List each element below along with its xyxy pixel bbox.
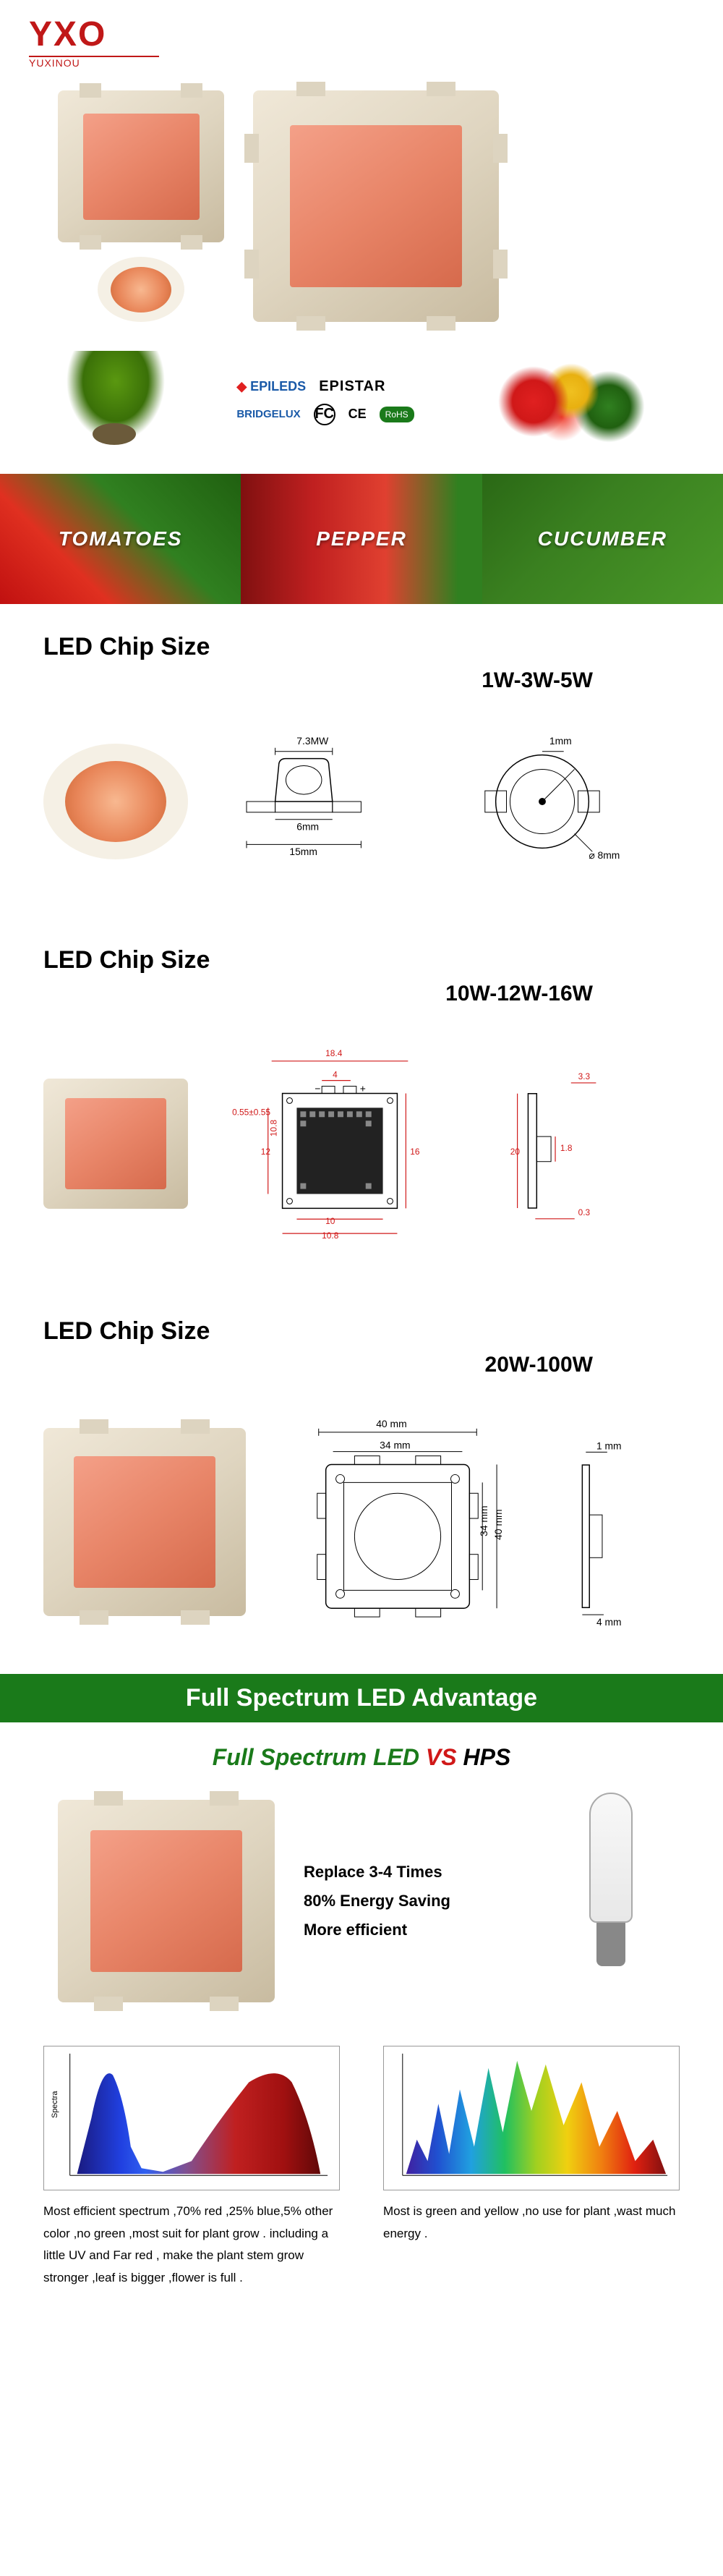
svg-text:18.4: 18.4 <box>325 1048 343 1058</box>
spectrum-hps-caption: Most is green and yellow ,no use for pla… <box>383 2201 680 2245</box>
section-subtitle-2: 10W-12W-16W <box>43 982 680 1006</box>
hps-bulb-image <box>557 1793 665 2010</box>
logo-subtitle: YUXINOU <box>29 57 694 69</box>
chip-diagram-2-front: 18.4 4 0.55±0.55 − + <box>224 1042 455 1245</box>
spectrum-row: Spectra Most efficient spe <box>0 2031 723 2303</box>
chip-diagram-1-top: 1mm ⌀ 8mm <box>448 729 636 874</box>
banner-cucumber: CUCUMBER <box>482 474 723 604</box>
spectrum-hps-column: Most is green and yellow ,no use for pla… <box>383 2046 680 2289</box>
compare-point-3: More efficient <box>304 1921 528 1939</box>
svg-text:1.8: 1.8 <box>560 1143 573 1153</box>
chip-diagram-3-side: 1 mm 4 mm <box>549 1414 651 1631</box>
compare-title: Full Spectrum LED VS HPS <box>0 1722 723 1785</box>
svg-text:3.3: 3.3 <box>578 1071 591 1081</box>
compare-point-1: Replace 3-4 Times <box>304 1863 528 1882</box>
chip-diagram-2-side: 3.3 20 1.8 0.3 <box>492 1042 622 1245</box>
compare-points: Replace 3-4 Times 80% Energy Saving More… <box>304 1853 528 1950</box>
plant-cert-row: ◆ EPILEDS EPISTAR BRIDGELUX FC CE RoHS <box>0 344 723 474</box>
spectrum-led-column: Spectra Most efficient spe <box>43 2046 340 2289</box>
chip-size-section-1: LED Chip Size 1W-3W-5W 7.3MW 6mm 15mm <box>0 604 723 917</box>
chip-row-2: 18.4 4 0.55±0.55 − + <box>43 1028 680 1259</box>
compare-vs-label: VS <box>426 1744 457 1770</box>
chip-medium-image <box>58 90 224 242</box>
chip-size-section-3: LED Chip Size 20W-100W 40 mm 34 mm <box>0 1288 723 1674</box>
cert-epileds: EPILEDS <box>250 379 306 394</box>
logo-main: YXO <box>29 14 694 54</box>
chip-row-1: 7.3MW 6mm 15mm 1mm <box>43 715 680 888</box>
cert-row-1: ◆ EPILEDS EPISTAR <box>236 378 414 395</box>
brand-logo: YXO YUXINOU <box>0 0 723 76</box>
svg-text:+: + <box>360 1083 366 1094</box>
ce-icon: CE <box>348 407 367 422</box>
compare-chip-image <box>58 1800 275 2002</box>
svg-text:1 mm: 1 mm <box>596 1440 621 1451</box>
svg-text:0.3: 0.3 <box>578 1207 591 1217</box>
chip-large-image <box>253 90 499 322</box>
fc-icon: FC <box>314 404 335 425</box>
hero-section <box>0 76 723 344</box>
svg-text:12: 12 <box>261 1147 271 1157</box>
dim-label: 7.3MW <box>296 735 329 747</box>
svg-text:40 mm: 40 mm <box>492 1509 504 1539</box>
chip-size-section-2: LED Chip Size 10W-12W-16W 18.4 4 0.55±0.… <box>0 917 723 1288</box>
svg-text:10.8: 10.8 <box>269 1120 279 1137</box>
svg-text:34 mm: 34 mm <box>478 1505 489 1536</box>
svg-text:1mm: 1mm <box>549 735 572 747</box>
hero-left-column <box>58 90 224 322</box>
banner-label-tomatoes: TOMATOES <box>59 527 183 551</box>
rohs-icon: RoHS <box>380 407 414 422</box>
banner-tomatoes: TOMATOES <box>0 474 241 604</box>
chip-photo-3 <box>43 1428 246 1616</box>
section-title-2: LED Chip Size <box>43 946 680 974</box>
banner-label-cucumber: CUCUMBER <box>538 527 667 551</box>
svg-text:10.8: 10.8 <box>322 1230 339 1241</box>
produce-banner: TOMATOES PEPPER CUCUMBER <box>0 474 723 604</box>
section-subtitle-1: 1W-3W-5W <box>43 668 680 693</box>
chip-small-image <box>98 257 184 322</box>
banner-pepper: PEPPER <box>241 474 482 604</box>
compare-point-2: 80% Energy Saving <box>304 1892 528 1910</box>
plant-sprout-image <box>58 351 174 452</box>
spectrum-led-caption: Most efficient spectrum ,70% red ,25% bl… <box>43 2201 340 2289</box>
svg-text:⌀ 8mm: ⌀ 8mm <box>589 849 620 861</box>
svg-text:10: 10 <box>325 1216 335 1226</box>
compare-row: Replace 3-4 Times 80% Energy Saving More… <box>0 1785 723 2031</box>
compare-led-label: Full Spectrum LED <box>213 1744 419 1770</box>
svg-text:15mm: 15mm <box>289 846 317 857</box>
svg-text:34 mm: 34 mm <box>380 1440 410 1451</box>
section-title-3: LED Chip Size <box>43 1317 680 1346</box>
svg-text:4: 4 <box>333 1070 338 1080</box>
svg-text:Spectra: Spectra <box>51 2091 59 2118</box>
cert-epistar: EPISTAR <box>319 378 385 395</box>
chip-photo-2 <box>43 1079 188 1209</box>
svg-text:4 mm: 4 mm <box>596 1617 621 1628</box>
svg-text:20: 20 <box>510 1147 521 1157</box>
certification-logos: ◆ EPILEDS EPISTAR BRIDGELUX FC CE RoHS <box>236 378 414 425</box>
vegetables-image <box>477 351 665 452</box>
svg-text:16: 16 <box>410 1147 420 1157</box>
svg-text:−: − <box>315 1083 320 1094</box>
banner-label-pepper: PEPPER <box>316 527 407 551</box>
svg-text:6mm: 6mm <box>296 821 319 833</box>
svg-text:0.55±0.55: 0.55±0.55 <box>232 1107 270 1117</box>
section-title-1: LED Chip Size <box>43 633 680 661</box>
chip-diagram-1-front: 7.3MW 6mm 15mm <box>224 729 412 874</box>
spectrum-led-chart: Spectra <box>43 2046 340 2190</box>
cert-bridgelux: BRIDGELUX <box>236 408 300 420</box>
compare-hps-label: HPS <box>463 1744 510 1770</box>
spectrum-hps-chart <box>383 2046 680 2190</box>
advantage-banner: Full Spectrum LED Advantage <box>0 1674 723 1722</box>
svg-text:40 mm: 40 mm <box>376 1418 406 1429</box>
cert-row-2: BRIDGELUX FC CE RoHS <box>236 404 414 425</box>
chip-diagram-3-front: 40 mm 34 mm 3 <box>282 1414 513 1631</box>
chip-photo-1 <box>43 744 188 859</box>
section-subtitle-3: 20W-100W <box>43 1353 680 1377</box>
chip-row-3: 40 mm 34 mm 3 <box>43 1399 680 1645</box>
